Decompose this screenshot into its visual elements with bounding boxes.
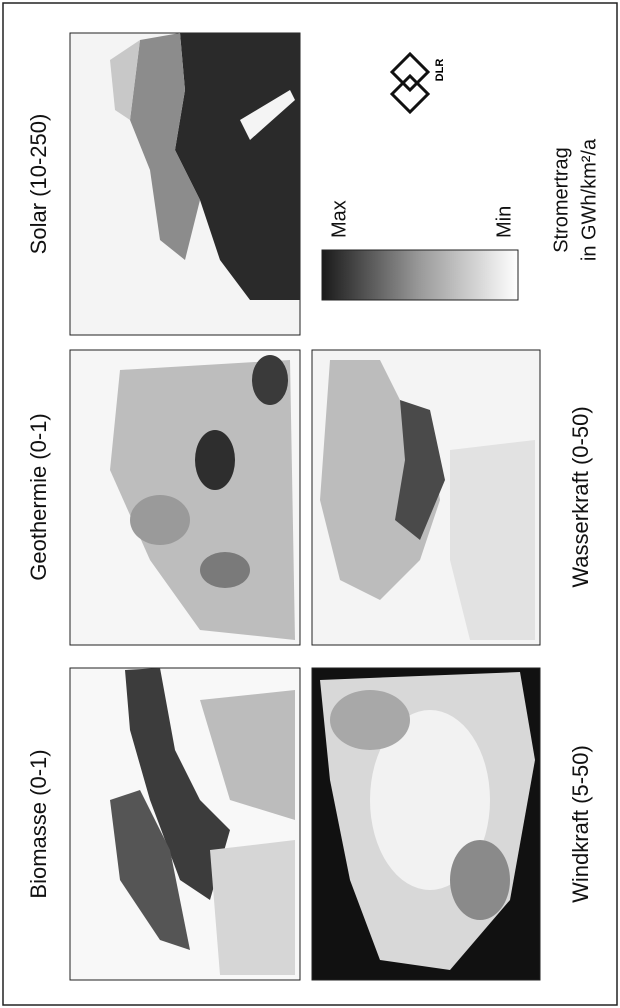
biomasse-map [69,667,301,981]
solar-map [69,32,301,336]
legend-unit: in GWh/km²/a [578,138,600,261]
legend-title: Stromertrag [550,147,572,253]
panel-title: Biomasse (0-1) [26,749,51,898]
windkraft-map [311,667,541,981]
panel-title: Solar (10-250) [26,114,51,255]
panel-title: Geothermie (0-1) [26,413,51,581]
panel-title: Windkraft (5-50) [568,745,593,903]
geothermie-map [69,349,301,646]
dlr-logo [389,51,431,115]
legend-gradient [321,249,519,301]
logo-text: DLR [434,59,446,82]
legend-min: Min [493,206,515,238]
panel-title: Wasserkraft (0-50) [568,406,593,587]
legend-max: Max [328,200,350,238]
wasserkraft-map [311,349,541,646]
